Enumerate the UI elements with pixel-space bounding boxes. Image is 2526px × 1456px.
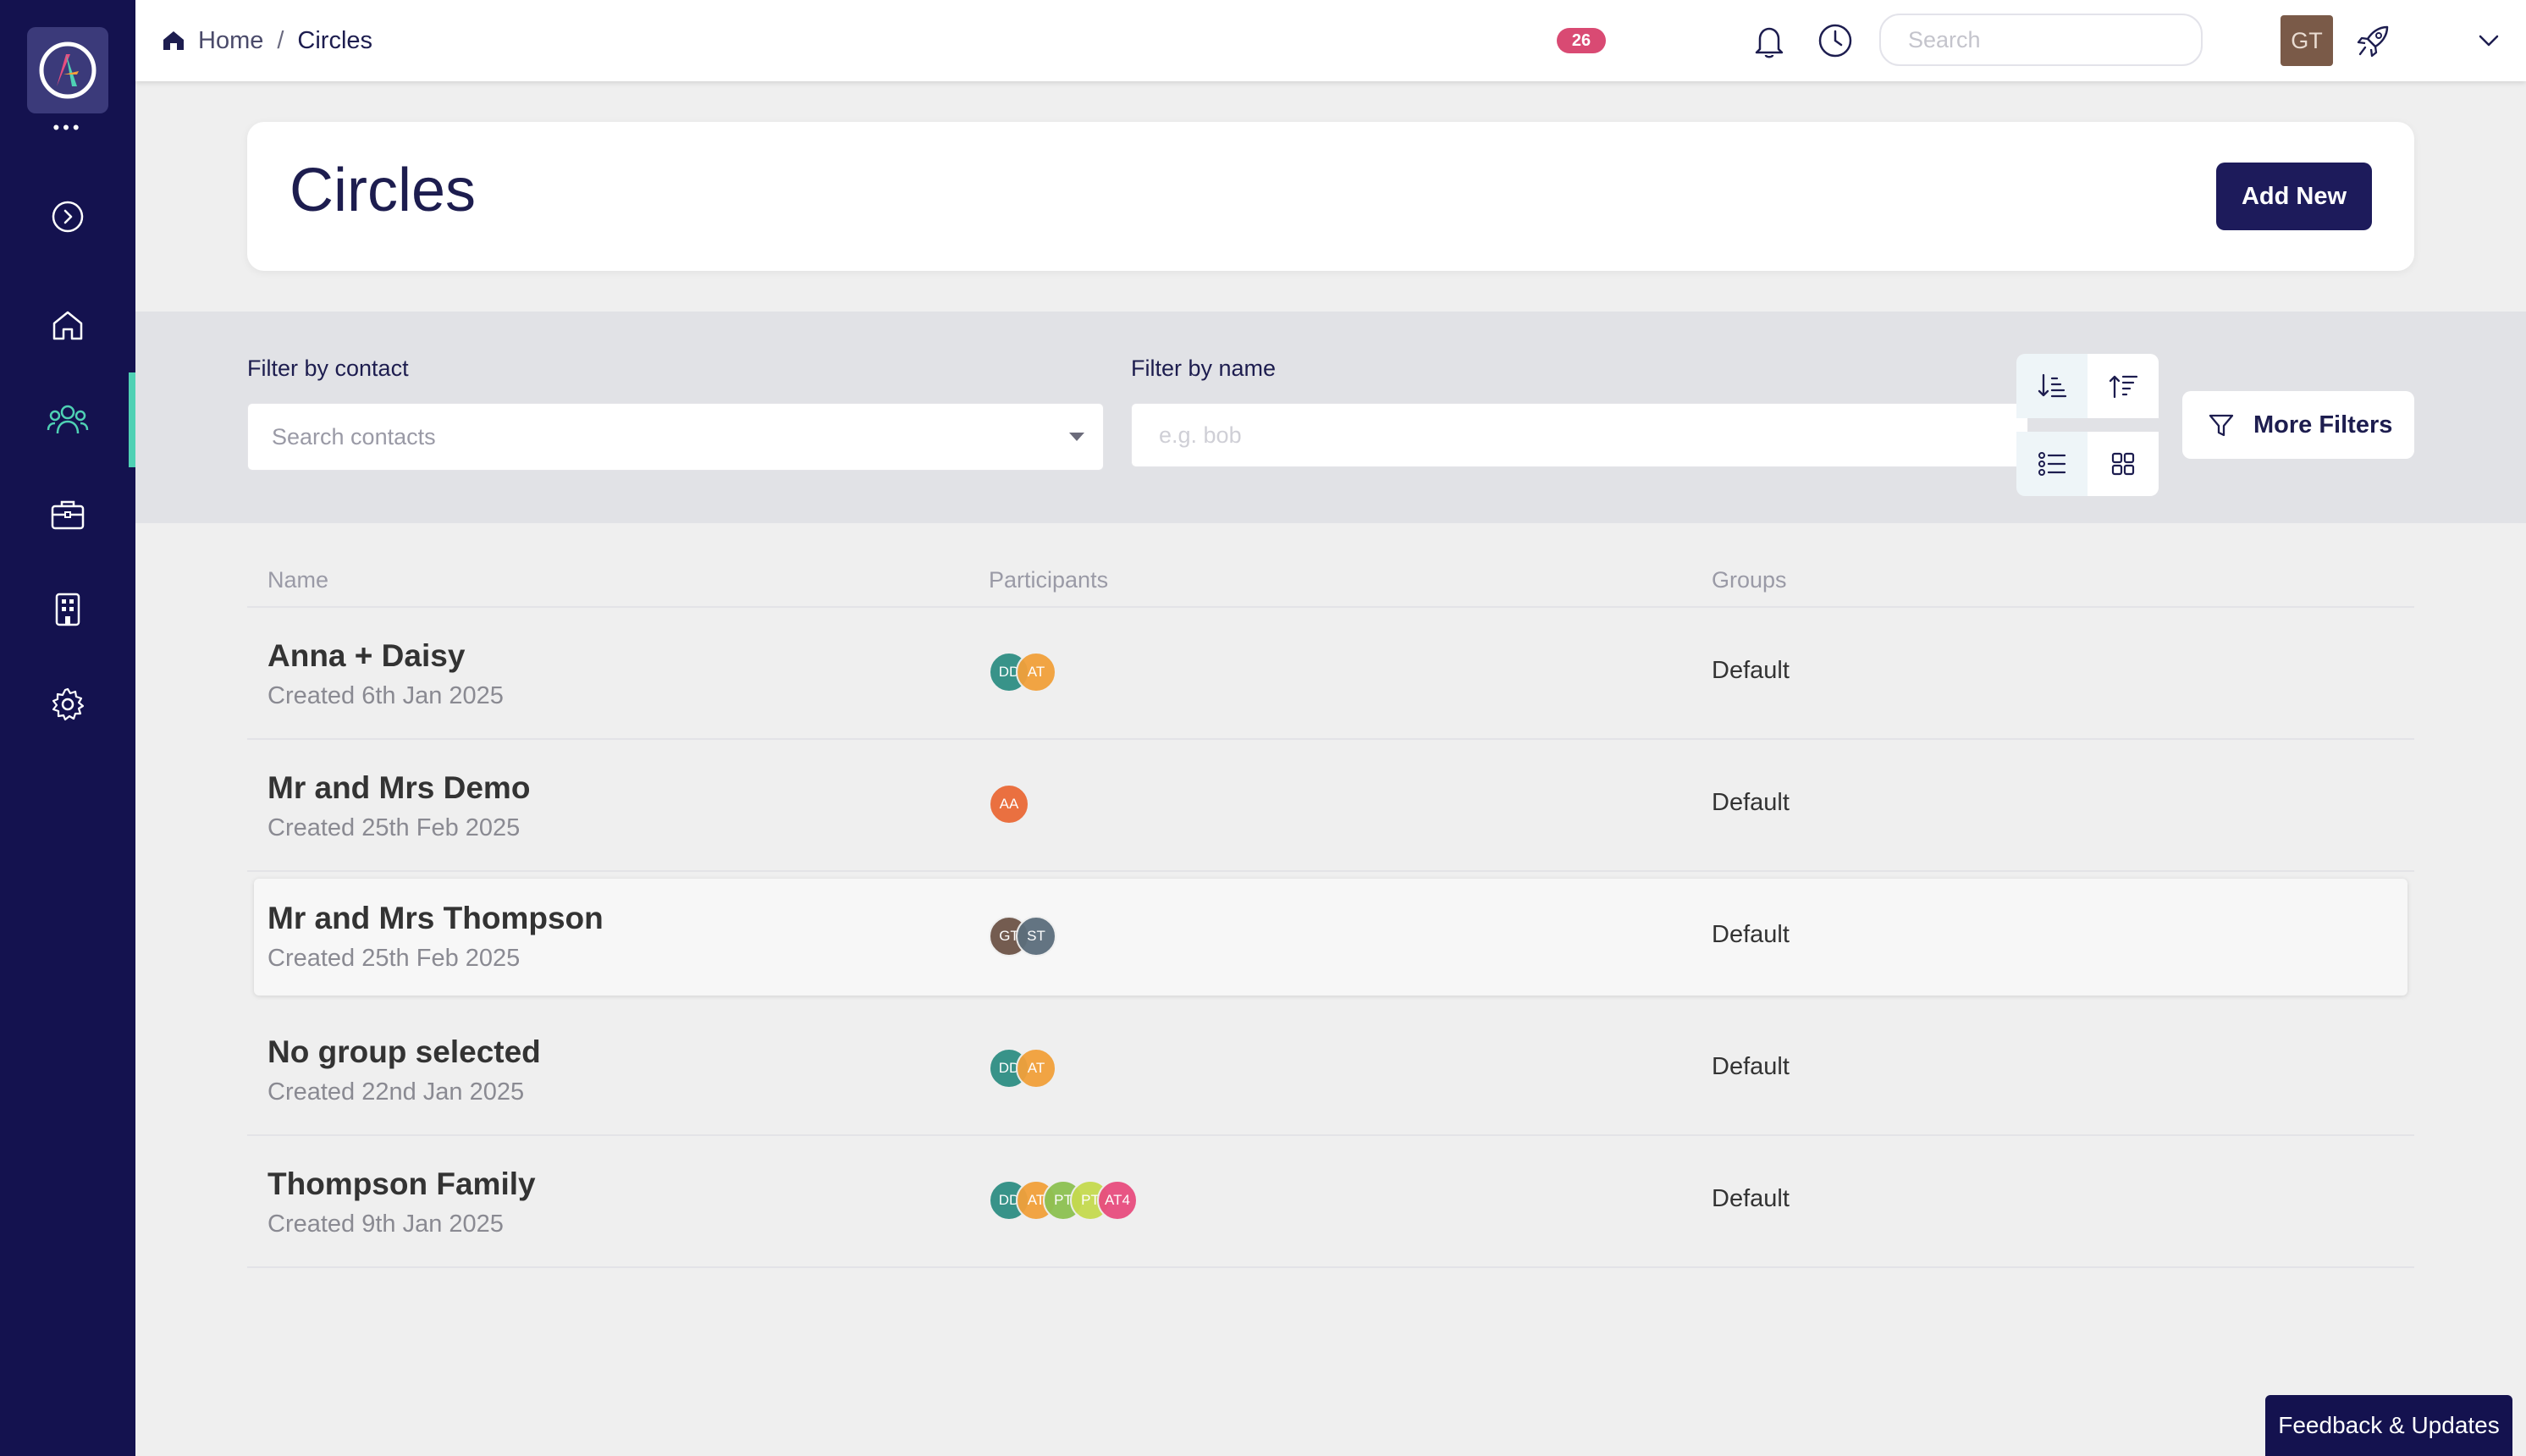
participant-avatar[interactable]: AA — [989, 784, 1029, 825]
app-logo[interactable] — [27, 27, 108, 113]
table-row[interactable]: Mr and Mrs Demo Created 25th Feb 2025 AA De… — [247, 740, 2414, 872]
breadcrumb: Home / Circles — [161, 0, 372, 81]
column-header-participants: Participants — [989, 567, 1109, 593]
participant-avatar[interactable]: AT — [1016, 1048, 1056, 1089]
circle-name[interactable]: Mr and Mrs Demo — [267, 770, 531, 805]
group-name: Default — [1712, 1185, 1790, 1212]
user-avatar[interactable]: GT — [2281, 15, 2333, 66]
more-filters-button[interactable]: More Filters — [2182, 391, 2414, 459]
global-search-input[interactable] — [1879, 14, 2203, 66]
created-date: Created 22nd Jan 2025 — [267, 1078, 525, 1106]
circle-name[interactable]: Mr and Mrs Thompson — [267, 901, 604, 935]
expand-sidebar-icon[interactable] — [41, 190, 95, 244]
breadcrumb-separator: / — [277, 26, 284, 54]
notification-count-badge[interactable]: 26 — [1557, 28, 1606, 53]
list-view-button[interactable] — [2016, 432, 2088, 496]
sort-descending-button[interactable] — [2088, 354, 2159, 418]
created-date: Created 6th Jan 2025 — [267, 682, 504, 709]
settings-gear-icon[interactable] — [41, 677, 95, 731]
breadcrumb-home-link[interactable]: Home — [198, 26, 264, 54]
circle-name[interactable]: No group selected — [267, 1034, 541, 1069]
breadcrumb-current: Circles — [297, 26, 373, 54]
chevron-down-icon[interactable] — [2472, 20, 2506, 61]
active-indicator — [129, 372, 135, 467]
filter-contact-label: Filter by contact — [247, 356, 409, 381]
group-name: Default — [1712, 1053, 1790, 1080]
add-new-button[interactable]: Add New — [2216, 163, 2372, 230]
clock-icon[interactable] — [1815, 20, 1856, 61]
table-row[interactable]: Mr and Mrs Thompson Created 25th Feb 2025… — [254, 879, 2407, 995]
sidebar: ••• — [0, 0, 135, 1456]
table-row[interactable]: Thompson Family Created 9th Jan 2025 DD AT P… — [247, 1136, 2414, 1268]
filter-name-label: Filter by name — [1131, 356, 1277, 381]
group-name: Default — [1712, 921, 1790, 948]
sort-ascending-button[interactable] — [2016, 354, 2088, 418]
people-icon[interactable] — [41, 393, 95, 447]
participants-avatars: DD AT PT PT AT4 — [989, 1180, 1138, 1221]
column-header-name[interactable]: Name — [267, 567, 329, 593]
page-header-card: Circles Add New — [247, 122, 2414, 271]
page-title: Circles — [290, 157, 477, 224]
participants-avatars: DD AT — [989, 1048, 1056, 1089]
created-date: Created 25th Feb 2025 — [267, 814, 521, 841]
participant-avatar[interactable]: ST — [1016, 916, 1056, 957]
created-date: Created 9th Jan 2025 — [267, 1211, 504, 1238]
sort-descending-icon — [2109, 375, 2138, 399]
circle-name[interactable]: Thompson Family — [267, 1166, 536, 1201]
list-view-icon — [2038, 452, 2066, 476]
home-breadcrumb-icon[interactable] — [161, 28, 186, 53]
contact-select-placeholder: Search contacts — [272, 423, 436, 449]
briefcase-icon[interactable] — [41, 488, 95, 542]
participant-avatar[interactable]: AT — [1016, 652, 1056, 692]
participant-avatar[interactable]: AT4 — [1097, 1180, 1138, 1221]
created-date: Created 25th Feb 2025 — [267, 945, 521, 972]
more-filters-label: More Filters — [2253, 411, 2393, 438]
filter-funnel-icon — [2209, 414, 2234, 437]
rocket-icon[interactable] — [2353, 20, 2394, 61]
grid-view-button[interactable] — [2088, 432, 2159, 496]
building-icon[interactable] — [41, 582, 95, 637]
participants-avatars: GT ST — [989, 916, 1056, 957]
participants-avatars: AA — [989, 784, 1029, 825]
filter-bar: Filter by contact Search contacts Filter… — [135, 312, 2526, 523]
column-header-groups: Groups — [1712, 567, 1787, 593]
bell-icon[interactable] — [1749, 20, 1790, 61]
table-row[interactable]: No group selected Created 22nd Jan 2025 DD… — [247, 1004, 2414, 1136]
caret-down-icon — [1069, 433, 1084, 441]
contact-select[interactable]: Search contacts — [247, 403, 1104, 471]
header-divider — [247, 606, 2414, 608]
participants-avatars: DD AT — [989, 652, 1056, 692]
table-row[interactable]: Anna + Daisy Created 6th Jan 2025 DD AT Defa… — [247, 608, 2414, 740]
group-name: Default — [1712, 789, 1790, 816]
name-filter-input[interactable] — [1131, 403, 2028, 467]
feedback-updates-button[interactable]: Feedback & Updates — [2265, 1395, 2512, 1456]
circle-name[interactable]: Anna + Daisy — [267, 638, 466, 673]
home-icon[interactable] — [41, 298, 95, 352]
grid-view-icon — [2111, 452, 2135, 476]
group-name: Default — [1712, 657, 1790, 684]
sort-ascending-icon — [2038, 373, 2067, 398]
more-dots-icon[interactable]: ••• — [52, 117, 83, 138]
